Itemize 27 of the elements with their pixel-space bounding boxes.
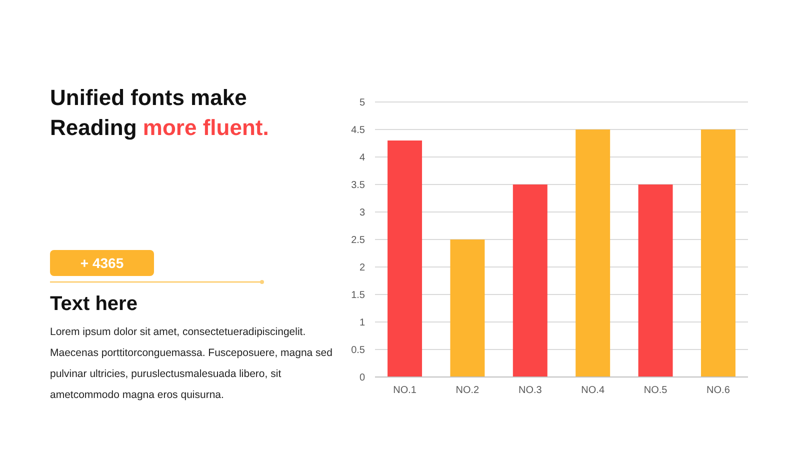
bar: [450, 240, 485, 377]
bar: [638, 184, 673, 377]
text: Text here: [50, 293, 138, 315]
x-tick-label: NO.1: [393, 385, 417, 396]
y-tick-label: 4: [359, 152, 366, 164]
y-tick-label: 2.5: [351, 235, 366, 246]
x-tick-label: NO.3: [518, 385, 542, 396]
text: + 4365: [80, 255, 124, 271]
bar: [576, 130, 610, 377]
y-tick-label: 3: [359, 208, 366, 218]
bar: [388, 140, 422, 377]
bar: [700, 130, 736, 377]
y-tick-label: 1.5: [351, 290, 366, 301]
y-tick-label: 0: [359, 372, 366, 384]
bar: [512, 184, 548, 377]
x-tick-label: NO.5: [644, 385, 668, 396]
y-tick-label: 4.5: [351, 125, 366, 136]
y-tick-label: 5: [359, 98, 366, 108]
x-tick-label: NO.6: [706, 385, 730, 396]
y-tick-label: 2: [359, 262, 366, 274]
text: Lorem ipsum dolor sit amet, consectetueradipiscingelit. Maecenas porttitorconguemassa. Fusceposuere, magna sed pulvinar ultricies, puruslectusmalesuada libero, sit ametcommodo magna eros quisurna.: [50, 326, 333, 401]
y-tick-label: 3.5: [351, 180, 366, 191]
x-tick-label: NO.4: [581, 385, 605, 396]
x-tick-label: NO.2: [456, 385, 480, 396]
y-tick-label: 1: [359, 318, 366, 328]
text: Unified fonts make Reading more fluent.: [50, 85, 269, 140]
y-tick-label: 0.5: [351, 345, 366, 356]
